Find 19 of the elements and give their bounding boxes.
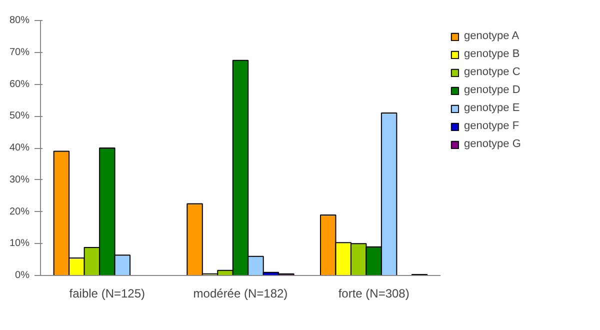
x-tick-label: modérée (N=182) xyxy=(193,286,288,300)
y-tick-label: 0% xyxy=(15,270,30,281)
y-tick-label: 80% xyxy=(9,15,30,26)
legend-label: genotype B xyxy=(464,48,520,60)
y-tick-label: 50% xyxy=(9,110,30,122)
x-tick-label: forte (N=308) xyxy=(338,286,410,300)
legend-label: genotype G xyxy=(464,138,521,150)
y-tick-label: 20% xyxy=(9,206,30,218)
y-tick-label: 10% xyxy=(9,238,30,250)
legend-label: genotype D xyxy=(464,84,520,96)
legend-label: genotype A xyxy=(464,30,520,42)
y-tick-label: 70% xyxy=(9,46,30,58)
x-tick-label: faible (N=125) xyxy=(69,286,146,300)
y-tick-label: 60% xyxy=(9,78,30,90)
y-tick-label: 30% xyxy=(9,174,30,186)
legend-label: genotype E xyxy=(464,102,520,114)
legend-label: genotype C xyxy=(464,66,520,78)
legend-label: genotype F xyxy=(464,120,520,132)
y-tick-label: 40% xyxy=(9,142,30,154)
